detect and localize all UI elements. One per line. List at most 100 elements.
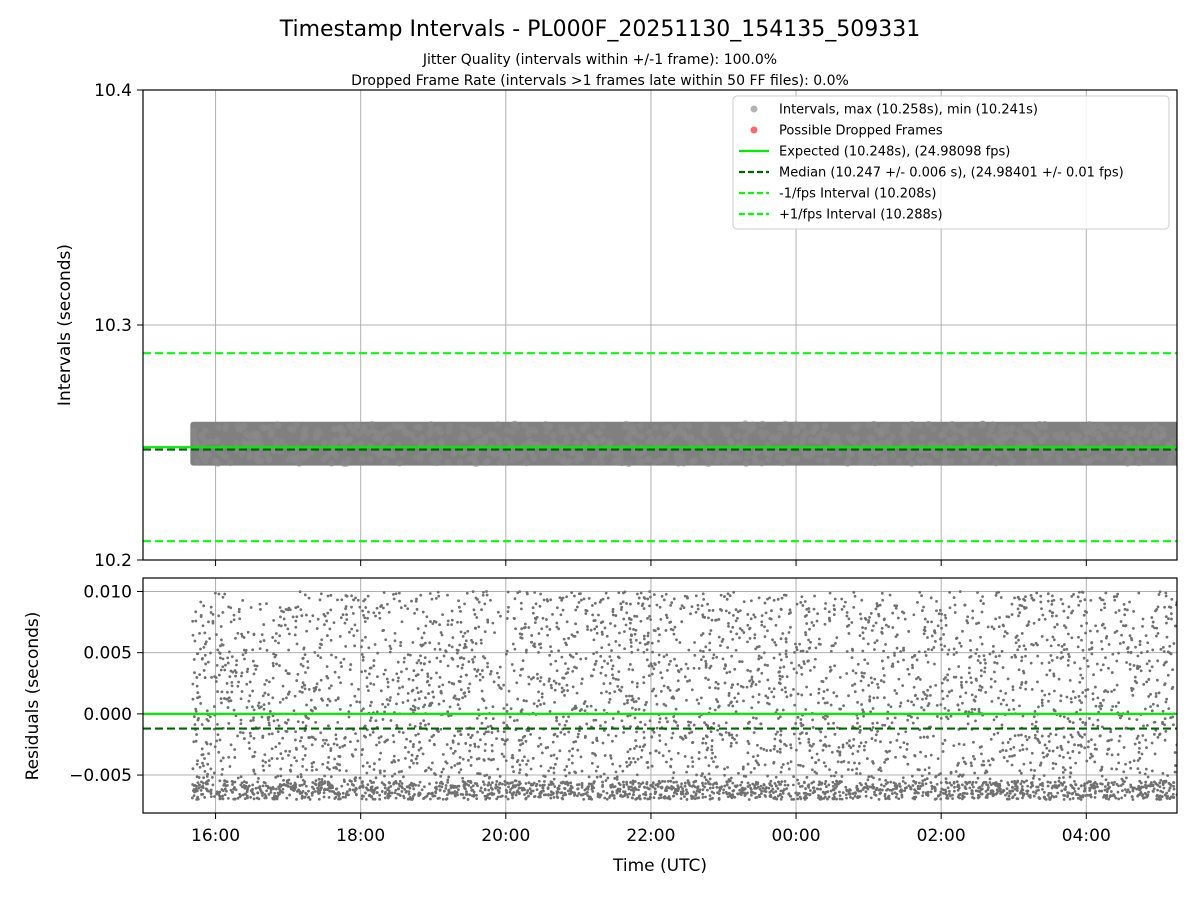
residual-point [725, 671, 729, 675]
residual-point [378, 793, 382, 797]
residual-point [1030, 722, 1034, 726]
residual-point [615, 775, 619, 779]
residual-point [586, 790, 589, 794]
residual-point [665, 653, 669, 657]
residual-point [748, 636, 752, 640]
residual-point [1146, 775, 1150, 779]
residual-point [1062, 780, 1066, 784]
residual-point [726, 646, 730, 649]
residual-point [440, 770, 444, 774]
residual-point [490, 749, 494, 753]
residual-point [600, 691, 603, 695]
residual-point [1002, 634, 1006, 638]
residual-point [458, 729, 462, 733]
residual-point [240, 690, 244, 693]
residual-point [619, 689, 623, 693]
residual-point [303, 653, 307, 657]
residual-point [465, 591, 469, 595]
residual-point [692, 723, 696, 727]
residual-point [926, 688, 930, 692]
residual-point [732, 614, 735, 617]
residual-point [1069, 766, 1073, 770]
interval-point [481, 438, 488, 445]
residual-point [525, 729, 529, 732]
residual-point [970, 707, 974, 711]
residual-point [826, 688, 829, 692]
residual-point [764, 611, 768, 615]
residual-point [983, 670, 987, 674]
residual-point [1005, 631, 1009, 635]
intervals-panel: 10.210.310.4 Intervals (seconds) [55, 81, 1178, 571]
residual-point [608, 691, 612, 695]
residual-point [1048, 668, 1052, 672]
interval-point [1024, 458, 1032, 466]
residual-point [1041, 613, 1045, 617]
residual-point [995, 591, 999, 595]
residual-point [789, 743, 792, 747]
residual-point [408, 765, 412, 769]
residual-point [467, 660, 471, 663]
residual-point [770, 690, 774, 694]
residual-point [361, 609, 365, 613]
residual-point [751, 716, 755, 720]
residual-point [632, 700, 636, 704]
residual-point [221, 657, 225, 661]
residual-point [361, 658, 365, 662]
residual-point [596, 765, 600, 769]
residual-point [898, 785, 902, 788]
residual-point [726, 765, 730, 769]
residual-point [1112, 783, 1115, 787]
residual-point [917, 768, 921, 772]
interval-point [655, 435, 663, 442]
residual-point [1050, 603, 1054, 606]
residual-point [559, 613, 563, 617]
residual-point [319, 592, 323, 596]
residual-point [1068, 679, 1072, 682]
residual-point [1024, 734, 1028, 738]
residual-point [899, 701, 903, 705]
residual-point [490, 743, 494, 747]
residual-point [781, 632, 785, 635]
residual-point [397, 730, 401, 734]
residual-point [424, 696, 427, 700]
residual-point [541, 616, 545, 620]
residual-point [320, 777, 324, 781]
residual-point [882, 680, 886, 684]
interval-point [302, 432, 309, 440]
residual-point [883, 723, 887, 727]
residual-point [662, 796, 666, 799]
residual-point [609, 754, 612, 758]
residual-point [980, 610, 984, 614]
residual-point [860, 671, 864, 675]
residual-point [460, 666, 464, 670]
residual-point [984, 790, 988, 793]
residual-point [1024, 647, 1028, 651]
residual-point [471, 641, 475, 644]
residual-point [446, 710, 450, 714]
residual-point [411, 678, 415, 682]
residual-point [486, 730, 490, 734]
residual-point [234, 714, 238, 718]
interval-point [1172, 449, 1177, 456]
residual-point [653, 629, 657, 633]
residual-point [833, 608, 837, 612]
residual-point [327, 796, 331, 799]
residual-point [574, 608, 578, 612]
interval-point [437, 428, 445, 436]
residual-point [750, 682, 754, 686]
residual-point [556, 786, 560, 790]
residual-point [217, 750, 221, 754]
residual-point [489, 724, 493, 728]
residual-point [243, 657, 246, 661]
residual-point [1136, 734, 1140, 738]
residual-point [195, 762, 199, 766]
residual-point [507, 605, 510, 609]
residual-point [826, 722, 830, 726]
residual-point [1009, 747, 1013, 751]
interval-point [790, 456, 798, 463]
residual-point [203, 757, 206, 760]
residual-point [422, 662, 426, 666]
residual-point [807, 638, 810, 642]
residual-point [355, 700, 359, 704]
residual-point [757, 654, 761, 658]
